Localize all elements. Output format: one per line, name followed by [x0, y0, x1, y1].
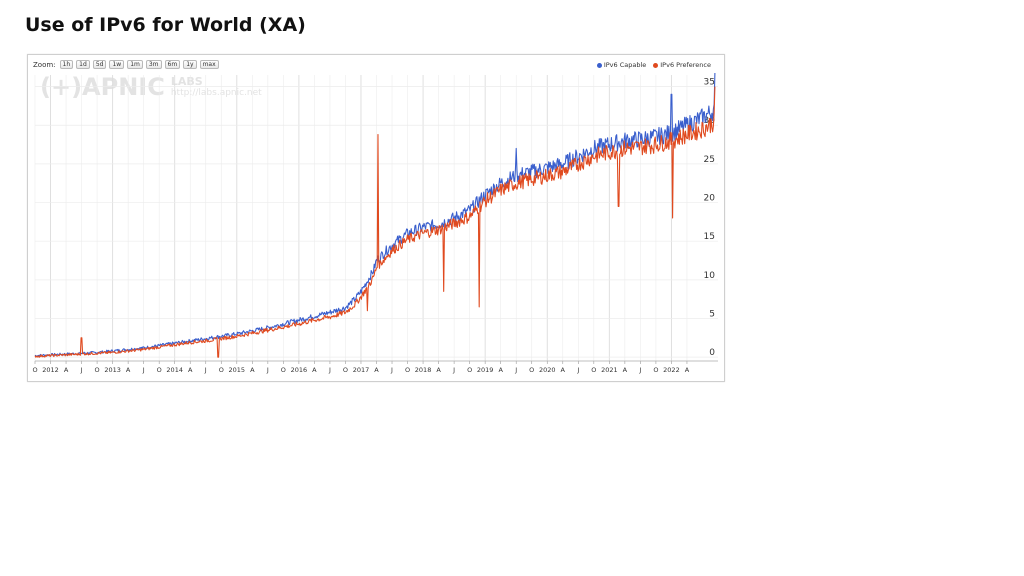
x-tick-label: A — [561, 366, 566, 374]
x-tick-label: J — [452, 366, 455, 374]
y-tick-label: 20 — [704, 194, 716, 204]
x-tick-label: J — [80, 366, 83, 374]
x-tick-label: 2013 — [104, 366, 121, 374]
chart-legend: IPv6 Capable IPv6 Preference — [596, 61, 711, 69]
x-tick-label: O — [219, 366, 224, 374]
x-tick-label: O — [281, 366, 286, 374]
series-line-ipv6-capable — [34, 72, 716, 357]
zoom-max-button[interactable]: max — [199, 60, 219, 69]
x-tick-label: 2017 — [353, 366, 370, 374]
y-tick-label: 35 — [704, 78, 715, 88]
zoom-1h-button[interactable]: 1h — [59, 60, 74, 69]
zoom-1y-button[interactable]: 1y — [183, 60, 197, 69]
x-tick-label: O — [529, 366, 534, 374]
x-tick-label: O — [343, 366, 348, 374]
x-tick-label: 2022 — [663, 366, 680, 374]
x-tick-label: J — [328, 366, 331, 374]
chart-plot: O 2012 A J O 2013 A J O 2014 A J O 2015 A J O 2016 A J O 2017… — [32, 72, 718, 374]
x-tick-label: A — [250, 366, 255, 374]
x-tick-label: J — [638, 366, 641, 374]
x-tick-label: O — [591, 366, 596, 374]
x-tick-label: J — [390, 366, 393, 374]
x-tick-label: 2018 — [415, 366, 432, 374]
x-tick-label: J — [204, 366, 207, 374]
x-tick-label: O — [467, 366, 472, 374]
x-tick-label: A — [498, 366, 503, 374]
x-tick-label: 2014 — [166, 366, 183, 374]
y-tick-label: 10 — [704, 271, 716, 281]
x-tick-label: A — [436, 366, 441, 374]
x-tick-label: A — [64, 366, 69, 374]
zoom-1d-button[interactable]: 1d — [76, 60, 90, 69]
chart-frame: (+)APNIC LABS http://labs.apnic.net O 201… — [27, 54, 725, 382]
legend-item-capable[interactable]: IPv6 Capable — [596, 61, 647, 69]
x-tick-label: A — [374, 366, 379, 374]
x-tick-label: O — [653, 366, 658, 374]
legend-label-capable: IPv6 Capable — [603, 61, 647, 69]
x-tick-label: O — [405, 366, 410, 374]
legend-marker-preference — [653, 62, 659, 68]
x-tick-label: J — [576, 366, 579, 374]
legend-marker-capable — [596, 62, 602, 68]
zoom-bar: Zoom: 1h 1d 5d 1w 1m 3m 6m 1y max — [33, 60, 219, 69]
x-tick-label: 2012 — [42, 366, 59, 374]
series-line-ipv6-preference — [34, 86, 716, 358]
zoom-label: Zoom: — [33, 60, 56, 69]
x-tick-label: O — [32, 366, 37, 374]
x-tick-label: J — [514, 366, 517, 374]
x-tick-label: J — [266, 366, 269, 374]
x-tick-label: 2019 — [477, 366, 494, 374]
zoom-1m-button[interactable]: 1m — [127, 60, 143, 69]
x-tick-label: A — [188, 366, 193, 374]
zoom-6m-button[interactable]: 6m — [164, 60, 181, 69]
zoom-1w-button[interactable]: 1w — [109, 60, 125, 69]
y-tick-label: 5 — [709, 309, 715, 319]
x-tick-label: A — [126, 366, 131, 374]
x-tick-label: A — [623, 366, 628, 374]
y-tick-label: 0 — [709, 348, 715, 358]
page-title: Use of IPv6 for World (XA) — [25, 14, 306, 36]
zoom-5d-button[interactable]: 5d — [92, 60, 107, 69]
y-tick-label: 25 — [704, 155, 715, 165]
x-tick-label: 2021 — [601, 366, 618, 374]
x-tick-label: A — [685, 366, 690, 374]
zoom-3m-button[interactable]: 3m — [145, 60, 162, 69]
x-tick-label: 2020 — [539, 366, 556, 374]
x-tick-label: O — [157, 366, 162, 374]
x-tick-label: O — [95, 366, 100, 374]
x-tick-label: A — [312, 366, 317, 374]
y-tick-label: 15 — [704, 232, 715, 242]
legend-item-preference[interactable]: IPv6 Preference — [653, 61, 711, 69]
x-tick-label: J — [142, 366, 145, 374]
x-tick-label: 2016 — [291, 366, 308, 374]
x-tick-label: 2015 — [229, 366, 246, 374]
legend-label-preference: IPv6 Preference — [660, 61, 711, 69]
